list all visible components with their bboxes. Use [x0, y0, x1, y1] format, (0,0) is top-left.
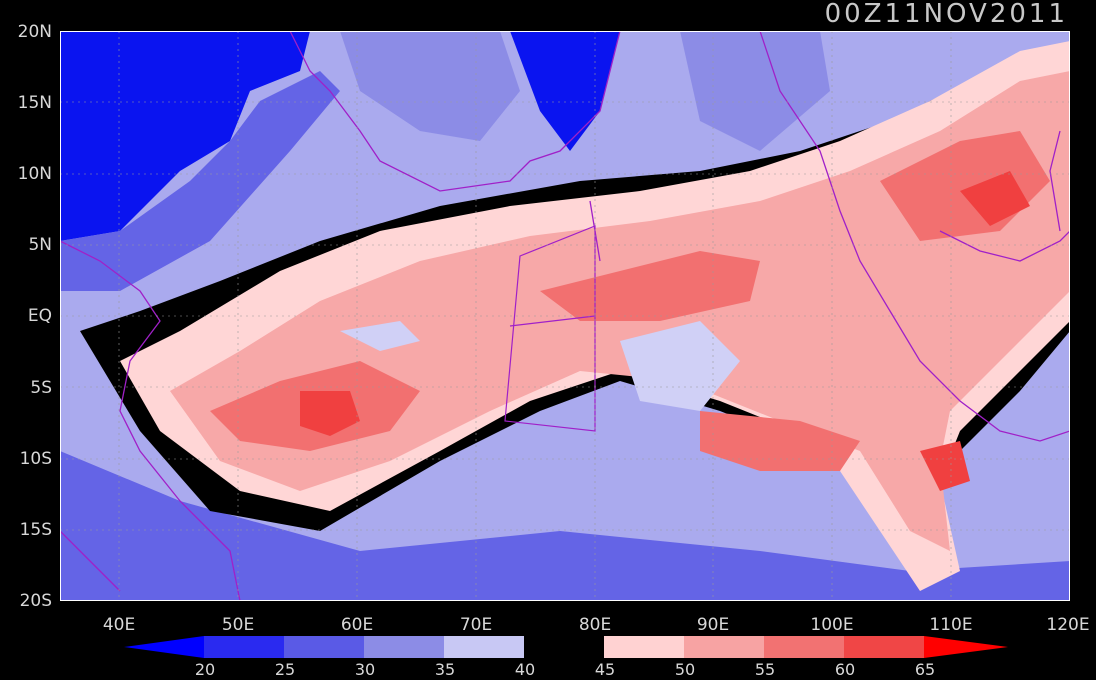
map-plot — [60, 31, 1070, 601]
colorbar-label-40: 40 — [514, 660, 536, 679]
lon-label-50e: 50E — [221, 615, 255, 635]
region-red-core-2 — [960, 171, 1030, 226]
lat-label-20n: 20N — [17, 22, 52, 42]
colorbar-segment-7 — [684, 636, 764, 658]
lat-label-eq: EQ — [27, 306, 52, 326]
colorbar-label-60: 60 — [834, 660, 856, 679]
colorbar-arrow-left — [124, 636, 204, 658]
lat-label-5n: 5N — [28, 235, 52, 255]
region-deep-blue-bay — [510, 31, 620, 151]
region-mid-blue-bay2 — [680, 31, 830, 151]
lon-label-70e: 70E — [459, 615, 493, 635]
colorbar-segment-3 — [364, 636, 444, 658]
region-blue-inner-2 — [340, 321, 420, 351]
region-blue-inner-1 — [620, 321, 740, 411]
lat-label-15n: 15N — [17, 93, 52, 113]
lat-label-10n: 10N — [17, 164, 52, 184]
lat-label-20s: 20S — [19, 591, 52, 611]
colorbar-label-50: 50 — [674, 660, 696, 679]
region-mid-blue-nw — [60, 71, 340, 291]
colorbar-segment-6 — [604, 636, 684, 658]
colorbar-arrow-right — [924, 636, 1008, 658]
region-mid-blue-south — [60, 451, 1070, 601]
lat-label-5s: 5S — [30, 378, 52, 398]
lat-label-15s: 15S — [19, 520, 52, 540]
colorbar — [124, 636, 1008, 658]
colorbar-label-35: 35 — [434, 660, 456, 679]
lon-label-60e: 60E — [340, 615, 374, 635]
coastlines — [60, 31, 1070, 601]
lat-label-10s: 10S — [19, 449, 52, 469]
lon-label-90e: 90E — [696, 615, 730, 635]
region-red-core-1 — [300, 391, 360, 436]
colorbar-segment-8 — [764, 636, 844, 658]
analysis-box — [504, 225, 596, 432]
lon-label-40e: 40E — [102, 615, 136, 635]
lon-label-110e: 110E — [929, 615, 973, 635]
grid-lines — [60, 31, 1070, 601]
region-red-core-3 — [920, 441, 970, 491]
colorbar-segment-1 — [204, 636, 284, 658]
colorbar-label-55: 55 — [754, 660, 776, 679]
colorbar-label-45: 45 — [594, 660, 616, 679]
lon-label-120e: 120E — [1046, 615, 1090, 635]
colorbar-segment-5 — [524, 636, 604, 658]
region-mid-blue-north — [340, 31, 520, 141]
colorbar-segment-2 — [284, 636, 364, 658]
colorbar-label-20: 20 — [194, 660, 216, 679]
map-frame — [60, 31, 1070, 601]
region-mid-red-4 — [700, 411, 860, 471]
timestamp-label: 00Z11NOV2011 — [824, 0, 1068, 29]
colorbar-label-65: 65 — [914, 660, 936, 679]
colorbar-segment-4 — [444, 636, 524, 658]
lon-label-100e: 100E — [810, 615, 854, 635]
colorbar-label-30: 30 — [354, 660, 376, 679]
colorbar-segment-9 — [844, 636, 924, 658]
region-deep-blue-west — [60, 31, 310, 241]
lon-label-80e: 80E — [578, 615, 612, 635]
colorbar-label-25: 25 — [274, 660, 296, 679]
